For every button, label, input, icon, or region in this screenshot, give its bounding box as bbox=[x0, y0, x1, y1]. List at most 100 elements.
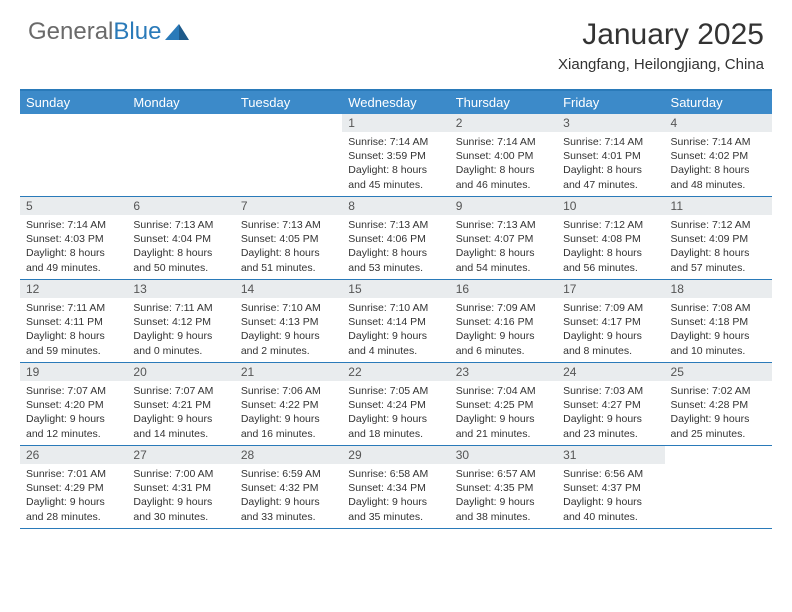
day-cell: 11Sunrise: 7:12 AMSunset: 4:09 PMDayligh… bbox=[665, 197, 772, 279]
day-cell: 26Sunrise: 7:01 AMSunset: 4:29 PMDayligh… bbox=[20, 446, 127, 528]
day-cell: 22Sunrise: 7:05 AMSunset: 4:24 PMDayligh… bbox=[342, 363, 449, 445]
day-header-row: SundayMondayTuesdayWednesdayThursdayFrid… bbox=[20, 91, 772, 114]
day-number: 12 bbox=[20, 280, 127, 298]
day-number: 27 bbox=[127, 446, 234, 464]
day-cell: 8Sunrise: 7:13 AMSunset: 4:06 PMDaylight… bbox=[342, 197, 449, 279]
day-number: 3 bbox=[557, 114, 664, 132]
day-details: Sunrise: 7:10 AMSunset: 4:14 PMDaylight:… bbox=[342, 298, 449, 362]
day-header-wednesday: Wednesday bbox=[342, 91, 449, 114]
logo: GeneralBlue bbox=[28, 18, 191, 46]
day-cell: 24Sunrise: 7:03 AMSunset: 4:27 PMDayligh… bbox=[557, 363, 664, 445]
day-number: 21 bbox=[235, 363, 342, 381]
weeks-container: 1Sunrise: 7:14 AMSunset: 3:59 PMDaylight… bbox=[20, 114, 772, 529]
day-details: Sunrise: 7:00 AMSunset: 4:31 PMDaylight:… bbox=[127, 464, 234, 528]
day-number: 6 bbox=[127, 197, 234, 215]
day-number: 5 bbox=[20, 197, 127, 215]
day-number: 2 bbox=[450, 114, 557, 132]
day-number: 26 bbox=[20, 446, 127, 464]
day-number bbox=[127, 114, 234, 118]
day-number: 31 bbox=[557, 446, 664, 464]
day-cell: 9Sunrise: 7:13 AMSunset: 4:07 PMDaylight… bbox=[450, 197, 557, 279]
day-cell: 7Sunrise: 7:13 AMSunset: 4:05 PMDaylight… bbox=[235, 197, 342, 279]
week-row: 5Sunrise: 7:14 AMSunset: 4:03 PMDaylight… bbox=[20, 197, 772, 280]
day-cell: 15Sunrise: 7:10 AMSunset: 4:14 PMDayligh… bbox=[342, 280, 449, 362]
day-number: 15 bbox=[342, 280, 449, 298]
day-number: 13 bbox=[127, 280, 234, 298]
day-cell: 19Sunrise: 7:07 AMSunset: 4:20 PMDayligh… bbox=[20, 363, 127, 445]
day-details: Sunrise: 7:09 AMSunset: 4:16 PMDaylight:… bbox=[450, 298, 557, 362]
day-details: Sunrise: 7:13 AMSunset: 4:05 PMDaylight:… bbox=[235, 215, 342, 279]
day-number: 29 bbox=[342, 446, 449, 464]
day-number: 4 bbox=[665, 114, 772, 132]
header: GeneralBlue January 2025 Xiangfang, Heil… bbox=[0, 0, 792, 79]
day-number: 19 bbox=[20, 363, 127, 381]
week-row: 1Sunrise: 7:14 AMSunset: 3:59 PMDaylight… bbox=[20, 114, 772, 197]
day-cell: 28Sunrise: 6:59 AMSunset: 4:32 PMDayligh… bbox=[235, 446, 342, 528]
day-number: 20 bbox=[127, 363, 234, 381]
day-cell: 2Sunrise: 7:14 AMSunset: 4:00 PMDaylight… bbox=[450, 114, 557, 196]
day-header-saturday: Saturday bbox=[665, 91, 772, 114]
day-cell: 4Sunrise: 7:14 AMSunset: 4:02 PMDaylight… bbox=[665, 114, 772, 196]
day-header-monday: Monday bbox=[127, 91, 234, 114]
day-cell: 14Sunrise: 7:10 AMSunset: 4:13 PMDayligh… bbox=[235, 280, 342, 362]
day-cell: 12Sunrise: 7:11 AMSunset: 4:11 PMDayligh… bbox=[20, 280, 127, 362]
day-details: Sunrise: 7:05 AMSunset: 4:24 PMDaylight:… bbox=[342, 381, 449, 445]
logo-text-general: General bbox=[28, 18, 113, 46]
day-cell: 25Sunrise: 7:02 AMSunset: 4:28 PMDayligh… bbox=[665, 363, 772, 445]
day-number bbox=[235, 114, 342, 118]
title-block: January 2025 Xiangfang, Heilongjiang, Ch… bbox=[558, 18, 764, 73]
day-details: Sunrise: 6:59 AMSunset: 4:32 PMDaylight:… bbox=[235, 464, 342, 528]
day-number: 22 bbox=[342, 363, 449, 381]
logo-text-blue: Blue bbox=[113, 18, 161, 46]
day-cell: 30Sunrise: 6:57 AMSunset: 4:35 PMDayligh… bbox=[450, 446, 557, 528]
day-number: 23 bbox=[450, 363, 557, 381]
day-details: Sunrise: 7:14 AMSunset: 4:03 PMDaylight:… bbox=[20, 215, 127, 279]
day-cell bbox=[127, 114, 234, 196]
day-details: Sunrise: 7:14 AMSunset: 4:01 PMDaylight:… bbox=[557, 132, 664, 196]
week-row: 26Sunrise: 7:01 AMSunset: 4:29 PMDayligh… bbox=[20, 446, 772, 529]
day-cell: 1Sunrise: 7:14 AMSunset: 3:59 PMDaylight… bbox=[342, 114, 449, 196]
day-number: 8 bbox=[342, 197, 449, 215]
day-details: Sunrise: 6:56 AMSunset: 4:37 PMDaylight:… bbox=[557, 464, 664, 528]
day-cell: 31Sunrise: 6:56 AMSunset: 4:37 PMDayligh… bbox=[557, 446, 664, 528]
day-number bbox=[665, 446, 772, 450]
day-cell: 13Sunrise: 7:11 AMSunset: 4:12 PMDayligh… bbox=[127, 280, 234, 362]
day-details: Sunrise: 7:04 AMSunset: 4:25 PMDaylight:… bbox=[450, 381, 557, 445]
day-cell: 27Sunrise: 7:00 AMSunset: 4:31 PMDayligh… bbox=[127, 446, 234, 528]
day-cell: 21Sunrise: 7:06 AMSunset: 4:22 PMDayligh… bbox=[235, 363, 342, 445]
day-cell: 5Sunrise: 7:14 AMSunset: 4:03 PMDaylight… bbox=[20, 197, 127, 279]
day-details: Sunrise: 6:57 AMSunset: 4:35 PMDaylight:… bbox=[450, 464, 557, 528]
day-details: Sunrise: 7:07 AMSunset: 4:20 PMDaylight:… bbox=[20, 381, 127, 445]
day-cell: 18Sunrise: 7:08 AMSunset: 4:18 PMDayligh… bbox=[665, 280, 772, 362]
day-details: Sunrise: 7:12 AMSunset: 4:09 PMDaylight:… bbox=[665, 215, 772, 279]
day-cell: 23Sunrise: 7:04 AMSunset: 4:25 PMDayligh… bbox=[450, 363, 557, 445]
day-cell bbox=[665, 446, 772, 528]
day-details: Sunrise: 7:13 AMSunset: 4:06 PMDaylight:… bbox=[342, 215, 449, 279]
day-details: Sunrise: 7:07 AMSunset: 4:21 PMDaylight:… bbox=[127, 381, 234, 445]
day-number: 16 bbox=[450, 280, 557, 298]
logo-triangle-icon bbox=[165, 22, 191, 42]
day-number: 24 bbox=[557, 363, 664, 381]
location: Xiangfang, Heilongjiang, China bbox=[558, 56, 764, 73]
day-number: 17 bbox=[557, 280, 664, 298]
week-row: 12Sunrise: 7:11 AMSunset: 4:11 PMDayligh… bbox=[20, 280, 772, 363]
day-details: Sunrise: 7:13 AMSunset: 4:04 PMDaylight:… bbox=[127, 215, 234, 279]
day-number: 18 bbox=[665, 280, 772, 298]
month-title: January 2025 bbox=[558, 18, 764, 52]
day-details: Sunrise: 7:10 AMSunset: 4:13 PMDaylight:… bbox=[235, 298, 342, 362]
day-number: 11 bbox=[665, 197, 772, 215]
day-header-sunday: Sunday bbox=[20, 91, 127, 114]
day-header-thursday: Thursday bbox=[450, 91, 557, 114]
day-cell: 16Sunrise: 7:09 AMSunset: 4:16 PMDayligh… bbox=[450, 280, 557, 362]
day-cell: 20Sunrise: 7:07 AMSunset: 4:21 PMDayligh… bbox=[127, 363, 234, 445]
day-cell: 29Sunrise: 6:58 AMSunset: 4:34 PMDayligh… bbox=[342, 446, 449, 528]
day-number: 1 bbox=[342, 114, 449, 132]
calendar: SundayMondayTuesdayWednesdayThursdayFrid… bbox=[20, 89, 772, 529]
day-details: Sunrise: 6:58 AMSunset: 4:34 PMDaylight:… bbox=[342, 464, 449, 528]
day-cell: 3Sunrise: 7:14 AMSunset: 4:01 PMDaylight… bbox=[557, 114, 664, 196]
day-number: 9 bbox=[450, 197, 557, 215]
day-number: 10 bbox=[557, 197, 664, 215]
day-details: Sunrise: 7:11 AMSunset: 4:11 PMDaylight:… bbox=[20, 298, 127, 362]
day-details: Sunrise: 7:14 AMSunset: 4:00 PMDaylight:… bbox=[450, 132, 557, 196]
day-details: Sunrise: 7:12 AMSunset: 4:08 PMDaylight:… bbox=[557, 215, 664, 279]
